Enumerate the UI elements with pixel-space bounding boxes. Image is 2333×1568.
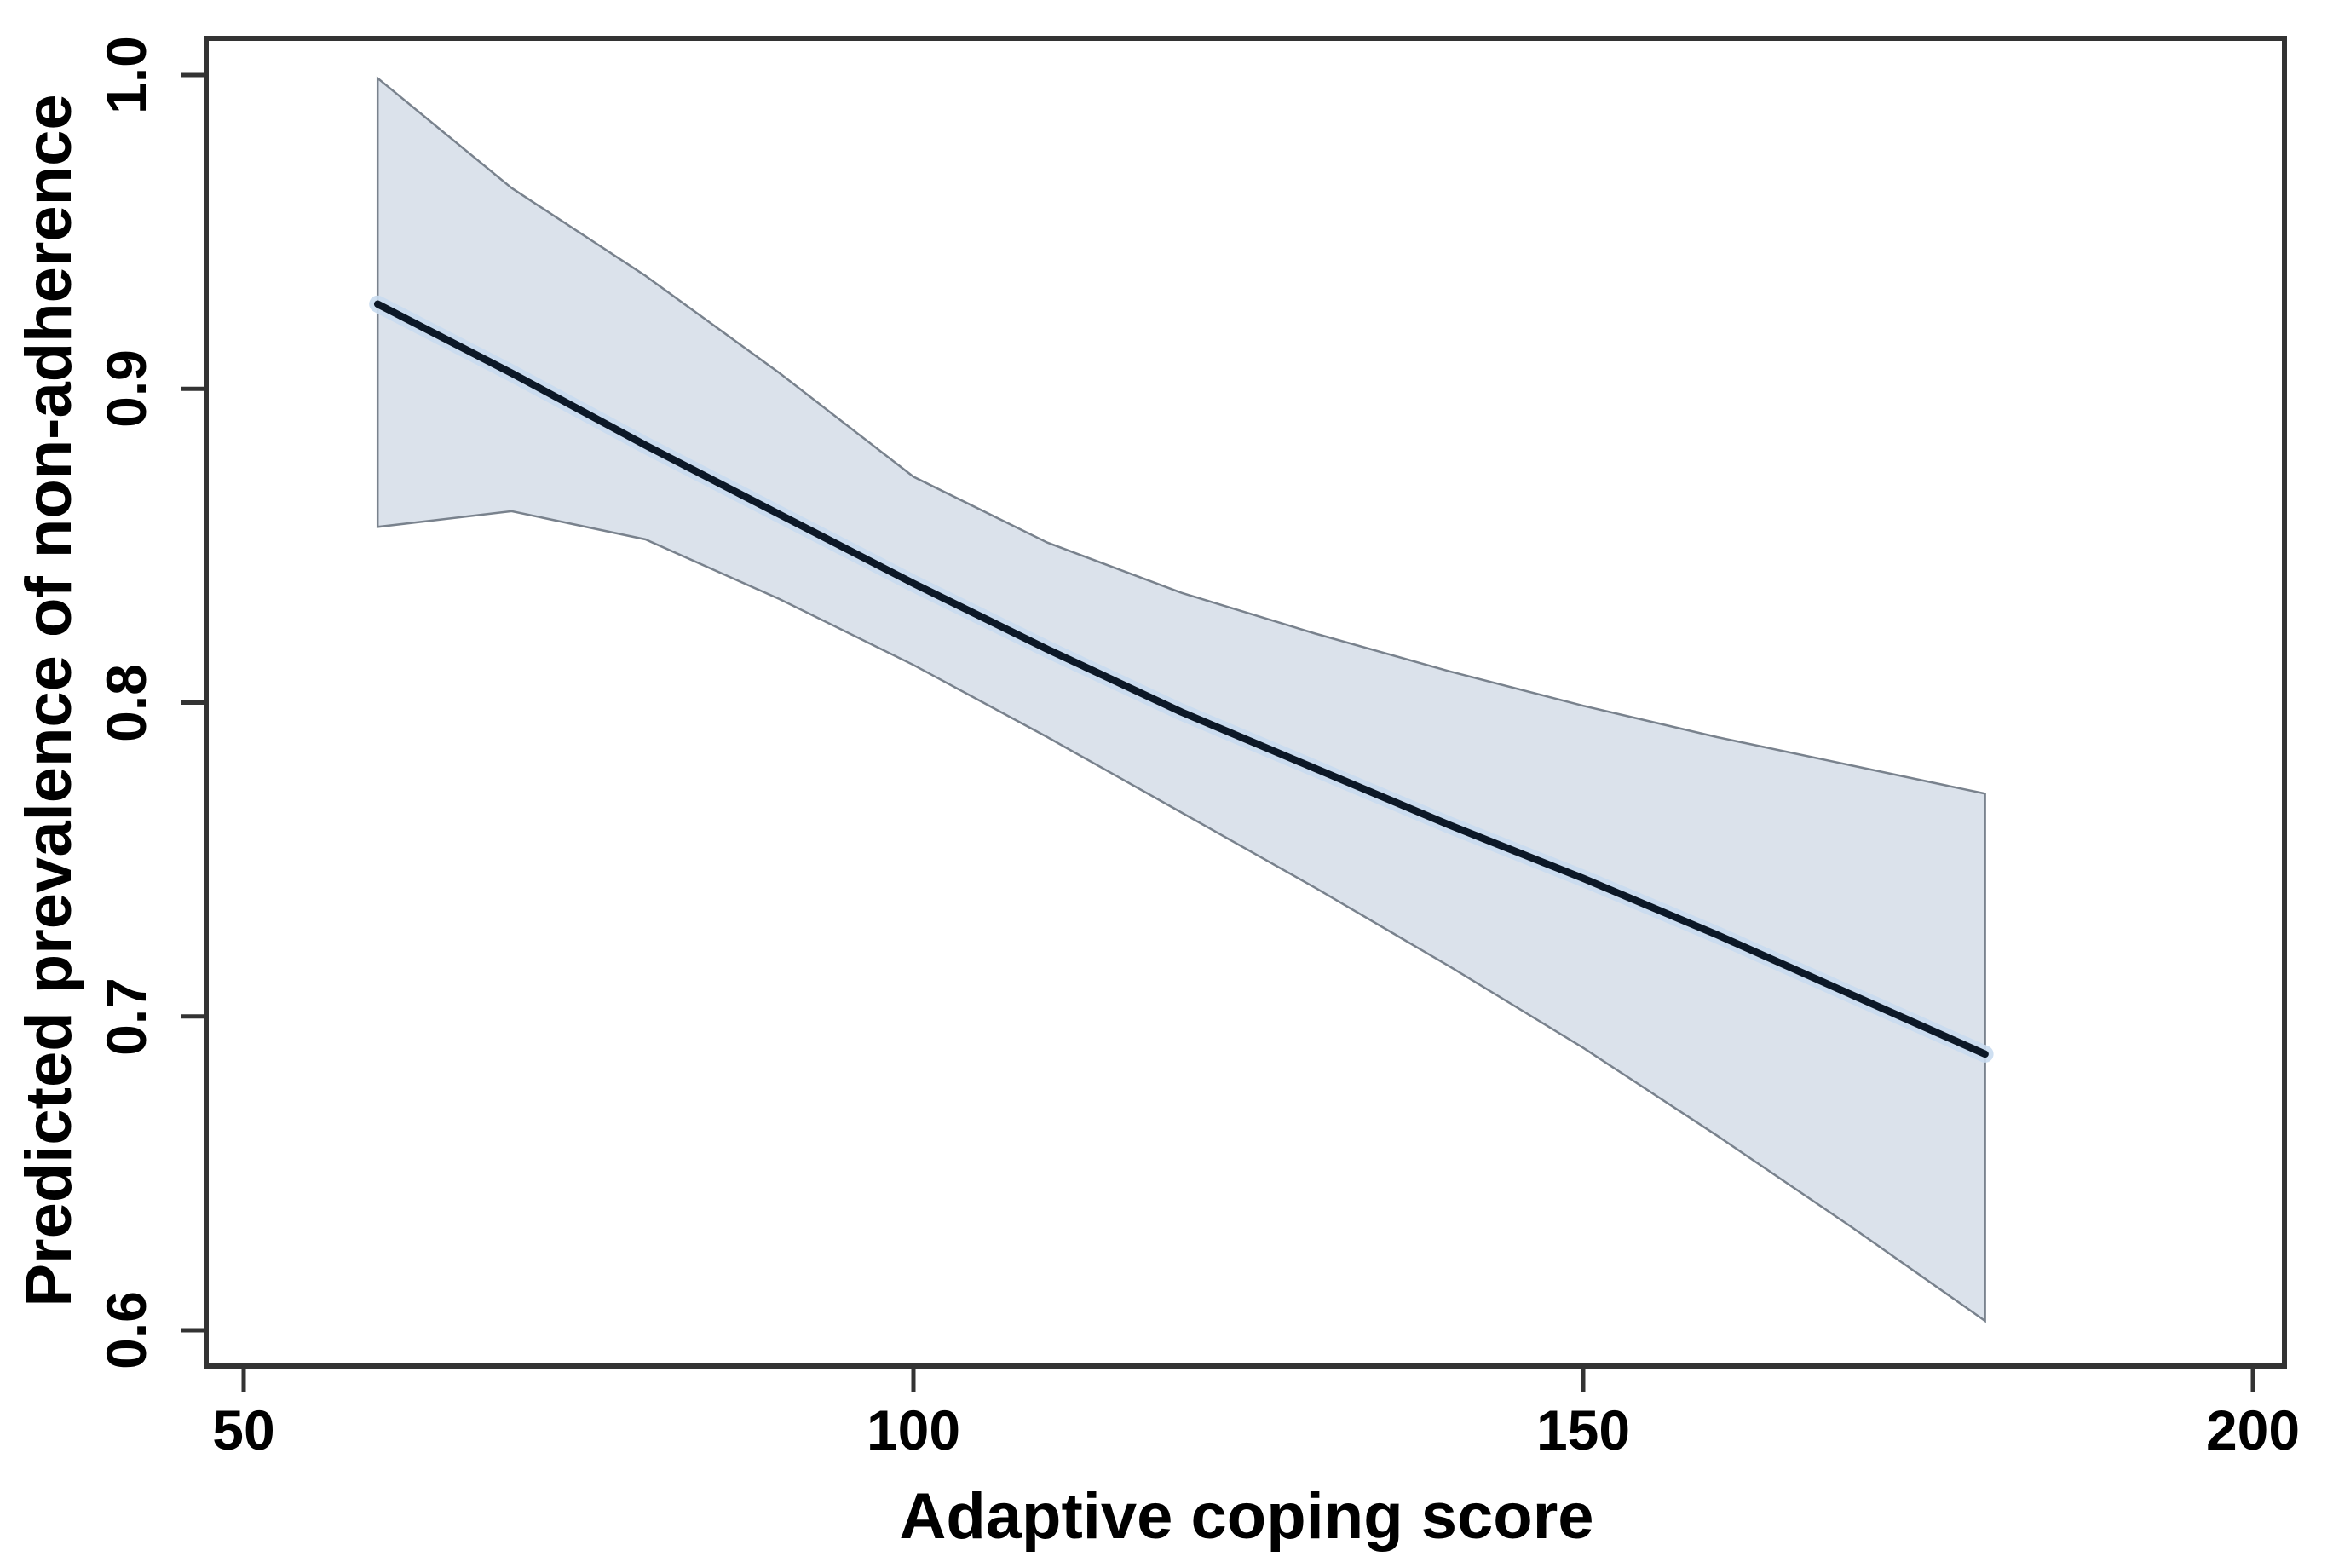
y-tick-label: 0.9: [95, 349, 158, 429]
x-tick-label: 200: [2205, 1398, 2301, 1461]
confidence-band: [376, 76, 1986, 1323]
x-tick-label: 150: [1535, 1398, 1631, 1461]
y-tick-label: 0.7: [95, 977, 158, 1056]
prediction-line: [373, 300, 1989, 1058]
y-tick-label: 1.0: [95, 36, 158, 114]
x-tick-label: 100: [866, 1398, 961, 1461]
x-axis-title: Adaptive coping score: [899, 1480, 1594, 1553]
y-tick-label: 0.8: [95, 663, 158, 742]
y-tick-label: 0.6: [95, 1291, 158, 1369]
y-axis-title: Predicted prevalence of non-adherence: [13, 94, 85, 1307]
x-tick-label: 50: [212, 1398, 275, 1461]
